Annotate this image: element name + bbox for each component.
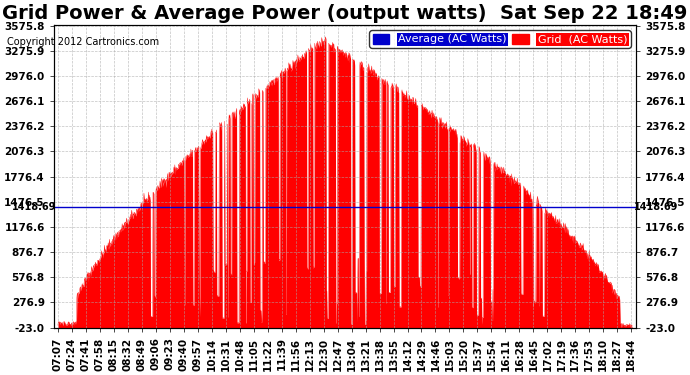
Legend: Average (AC Watts), Grid  (AC Watts): Average (AC Watts), Grid (AC Watts) [369, 30, 631, 48]
Text: Copyright 2012 Cartronics.com: Copyright 2012 Cartronics.com [7, 37, 159, 47]
Text: 1418.69: 1418.69 [12, 202, 57, 211]
Title: Grid Power & Average Power (output watts)  Sat Sep 22 18:49: Grid Power & Average Power (output watts… [2, 4, 688, 23]
Text: 1418.69: 1418.69 [633, 202, 678, 211]
